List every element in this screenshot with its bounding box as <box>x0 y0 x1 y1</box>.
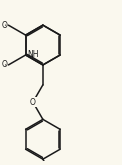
Text: NH: NH <box>28 50 39 59</box>
Text: O: O <box>30 98 36 107</box>
Text: O: O <box>2 21 7 30</box>
Text: O: O <box>2 60 7 69</box>
